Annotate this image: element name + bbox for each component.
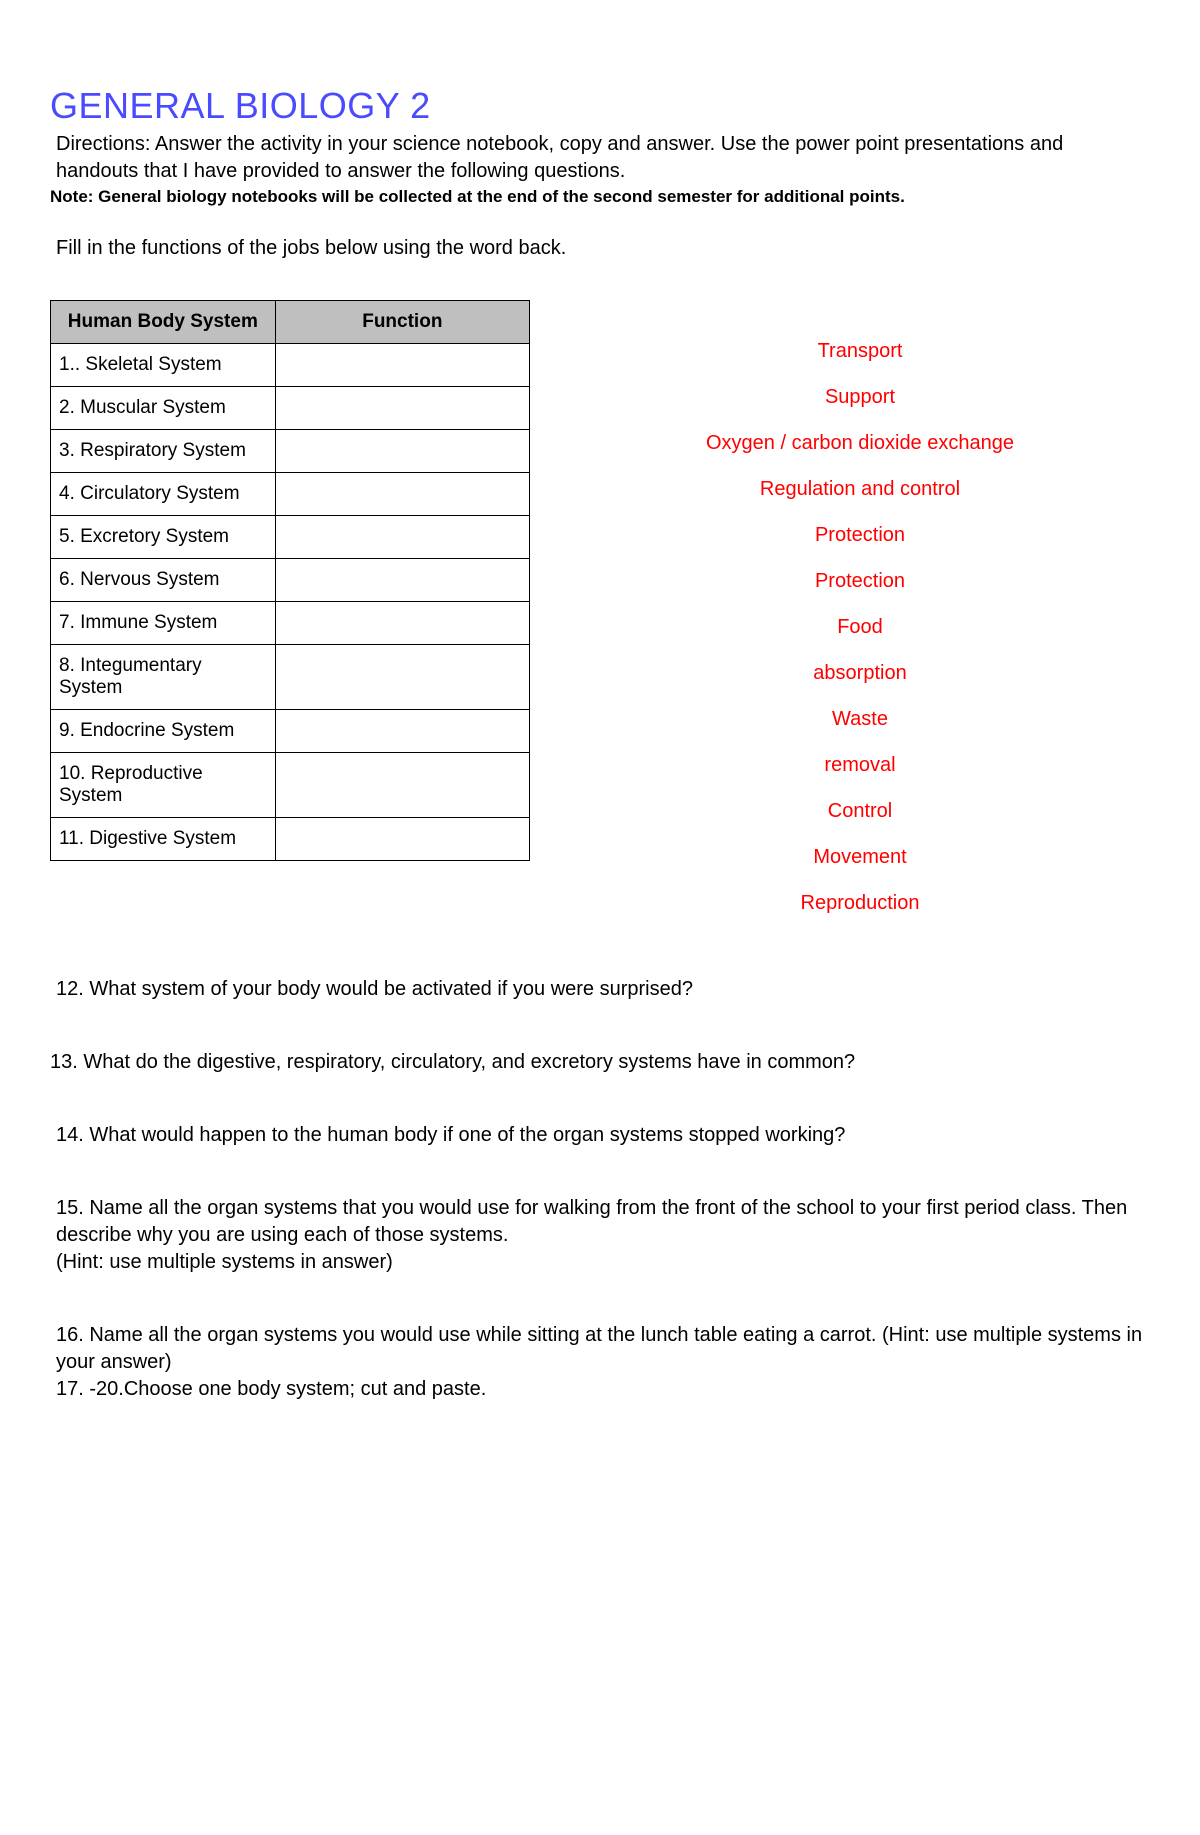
word-bank-item: Waste — [570, 706, 1150, 732]
word-bank-item: Control — [570, 798, 1150, 824]
table-row: 2. Muscular System — [51, 387, 530, 430]
table-body: 1.. Skeletal System 2. Muscular System 3… — [51, 344, 530, 861]
cell-function — [275, 430, 529, 473]
table-wordbank-area: Human Body System Function 1.. Skeletal … — [50, 300, 1150, 936]
fill-instruction: Fill in the functions of the jobs below … — [56, 237, 1150, 260]
word-bank-item: Protection — [570, 568, 1150, 594]
word-bank-item: Movement — [570, 844, 1150, 870]
cell-system: 7. Immune System — [51, 602, 276, 645]
cell-system: 8. Integumentary System — [51, 645, 276, 710]
question-12: 12. What system of your body would be ac… — [56, 976, 1150, 1003]
word-bank-item: Transport — [570, 338, 1150, 364]
word-bank-item: Reproduction — [570, 890, 1150, 916]
word-bank-item: removal — [570, 752, 1150, 778]
table-row: 9. Endocrine System — [51, 710, 530, 753]
directions-text: Directions: Answer the activity in your … — [56, 131, 1150, 185]
cell-system: 3. Respiratory System — [51, 430, 276, 473]
cell-system: 11. Digestive System — [51, 818, 276, 861]
cell-function — [275, 559, 529, 602]
table-row: 4. Circulatory System — [51, 473, 530, 516]
table-row: 8. Integumentary System — [51, 645, 530, 710]
cell-function — [275, 602, 529, 645]
table-row: 11. Digestive System — [51, 818, 530, 861]
note-text: Note: General biology notebooks will be … — [50, 187, 1150, 207]
cell-function — [275, 387, 529, 430]
word-bank-item: absorption — [570, 660, 1150, 686]
cell-system: 5. Excretory System — [51, 516, 276, 559]
word-bank: Transport Support Oxygen / carbon dioxid… — [570, 300, 1150, 936]
cell-function — [275, 645, 529, 710]
cell-function — [275, 473, 529, 516]
cell-system: 2. Muscular System — [51, 387, 276, 430]
question-13: 13. What do the digestive, respiratory, … — [50, 1049, 1150, 1076]
table-header-function: Function — [275, 301, 529, 344]
cell-system: 10. Reproductive System — [51, 753, 276, 818]
cell-function — [275, 710, 529, 753]
cell-function — [275, 516, 529, 559]
page-title: GENERAL BIOLOGY 2 — [50, 85, 1150, 127]
table-header-system: Human Body System — [51, 301, 276, 344]
table-row: 3. Respiratory System — [51, 430, 530, 473]
table-row: 1.. Skeletal System — [51, 344, 530, 387]
table-row: 10. Reproductive System — [51, 753, 530, 818]
table-row: 5. Excretory System — [51, 516, 530, 559]
question-15: 15. Name all the organ systems that you … — [56, 1195, 1150, 1249]
word-bank-item: Food — [570, 614, 1150, 640]
cell-system: 6. Nervous System — [51, 559, 276, 602]
question-15-hint: (Hint: use multiple systems in answer) — [56, 1249, 1150, 1276]
cell-function — [275, 753, 529, 818]
question-17: 17. -20.Choose one body system; cut and … — [56, 1376, 1150, 1403]
cell-system: 9. Endocrine System — [51, 710, 276, 753]
worksheet-page: GENERAL BIOLOGY 2 Directions: Answer the… — [0, 0, 1200, 1453]
word-bank-item: Protection — [570, 522, 1150, 548]
question-16: 16. Name all the organ systems you would… — [56, 1322, 1150, 1376]
cell-system: 1.. Skeletal System — [51, 344, 276, 387]
cell-function — [275, 344, 529, 387]
word-bank-item: Oxygen / carbon dioxide exchange — [570, 430, 1150, 456]
body-systems-table: Human Body System Function 1.. Skeletal … — [50, 300, 530, 861]
question-14: 14. What would happen to the human body … — [56, 1122, 1150, 1149]
cell-function — [275, 818, 529, 861]
word-bank-item: Support — [570, 384, 1150, 410]
questions-section: 12. What system of your body would be ac… — [50, 976, 1150, 1403]
cell-system: 4. Circulatory System — [51, 473, 276, 516]
word-bank-item: Regulation and control — [570, 476, 1150, 502]
table-row: 6. Nervous System — [51, 559, 530, 602]
table-row: 7. Immune System — [51, 602, 530, 645]
